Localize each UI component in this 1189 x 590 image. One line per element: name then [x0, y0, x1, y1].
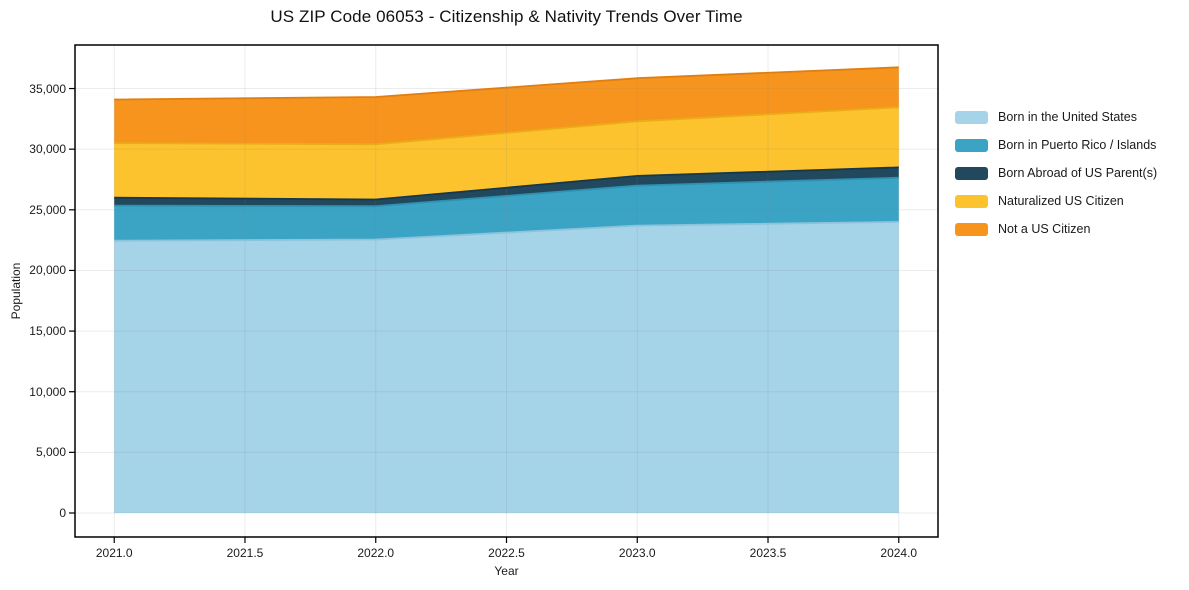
area-edge-0 [114, 221, 899, 242]
legend-swatch-icon [955, 138, 988, 152]
area-edge-2 [114, 166, 899, 201]
area-layer-3 [114, 107, 899, 200]
legend-item: Naturalized US Citizen [955, 187, 1157, 215]
chart-title: US ZIP Code 06053 - Citizenship & Nativi… [270, 7, 743, 26]
y-tick-label: 15,000 [29, 324, 66, 339]
legend-swatch-icon [955, 166, 988, 180]
legend-label: Naturalized US Citizen [998, 194, 1124, 208]
x-tick-label: 2023.5 [749, 546, 787, 560]
y-tick-label: 5,000 [35, 445, 66, 460]
legend-label: Born Abroad of US Parent(s) [998, 166, 1158, 180]
x-tick-label: 2022.5 [488, 546, 525, 560]
legend-label: Born in Puerto Rico / Islands [998, 138, 1157, 152]
legend-label: Not a US Citizen [998, 222, 1091, 236]
area-edge-3 [114, 106, 899, 146]
y-tick-label: 10,000 [29, 384, 66, 399]
area-layer-2 [114, 167, 899, 207]
legend-item: Born in Puerto Rico / Islands [955, 131, 1157, 159]
area-edge-4 [114, 66, 899, 101]
area-layer-1 [114, 177, 899, 241]
legend-swatch-icon [955, 222, 988, 236]
area-layer-0 [114, 221, 899, 513]
x-tick-label: 2021.5 [226, 546, 264, 560]
legend-item: Born Abroad of US Parent(s) [955, 159, 1157, 187]
area-edge-1 [114, 176, 899, 208]
y-axis-label: Population [9, 262, 23, 320]
legend-swatch-icon [955, 194, 988, 208]
y-tick-label: 20,000 [29, 263, 66, 278]
x-tick-label: 2023.0 [618, 546, 656, 560]
legend-label: Born in the United States [998, 110, 1137, 124]
y-tick-label: 25,000 [29, 202, 66, 217]
legend-item: Born in the United States [955, 103, 1157, 131]
legend: Born in the United States Born in Puerto … [955, 103, 1157, 243]
y-tick-label: 35,000 [29, 81, 66, 96]
y-tick-label: 0 [59, 505, 66, 520]
x-axis-label: Year [494, 564, 519, 578]
x-tick-label: 2021.0 [95, 546, 133, 560]
area-layer-4 [114, 67, 899, 145]
legend-swatch-icon [955, 110, 988, 124]
x-tick-label: 2022.0 [357, 546, 395, 560]
y-tick-label: 30,000 [29, 142, 66, 157]
legend-item: Not a US Citizen [955, 215, 1157, 243]
x-tick-label: 2024.0 [880, 546, 918, 560]
